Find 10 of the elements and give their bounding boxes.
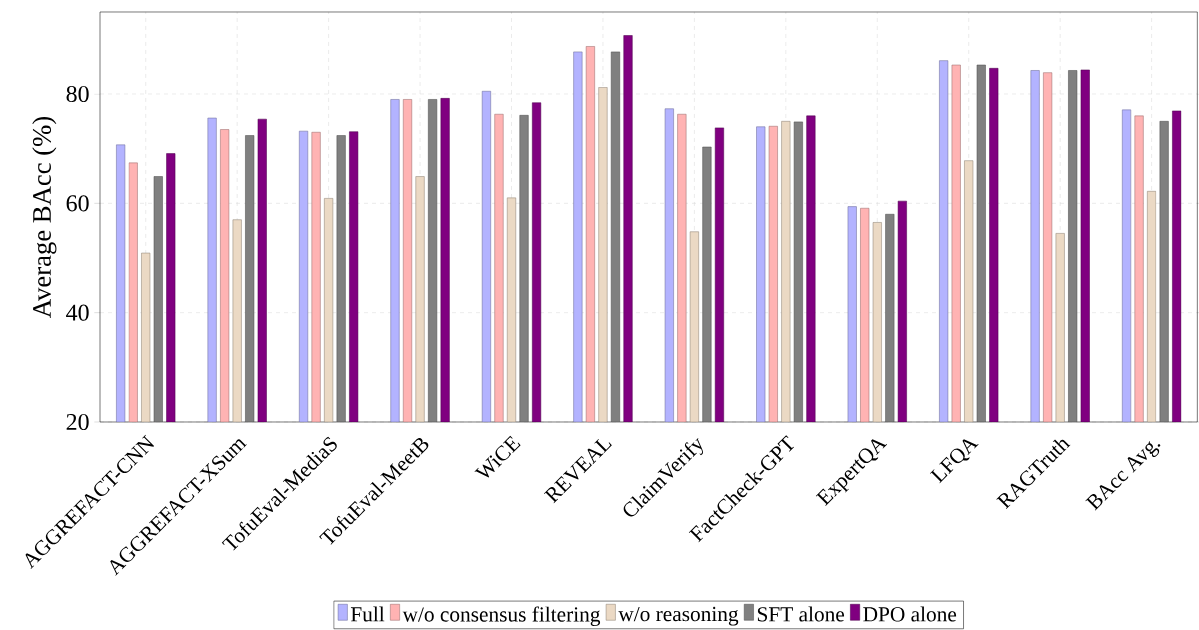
y-tick-label: 20 <box>66 413 89 431</box>
legend-label: w/o consensus filtering <box>402 606 601 627</box>
legend-label: Full <box>350 606 385 622</box>
y-axis-title: Average BAcc (%) <box>32 116 57 318</box>
y-tick-label: 80 <box>66 85 89 103</box>
y-tick-label: 60 <box>66 195 89 212</box>
y-tick-label: 40 <box>66 304 89 321</box>
legend-label: w/o reasoning <box>618 606 739 626</box>
legend-label: DPO alone <box>863 606 957 622</box>
legend-label: SFT alone <box>757 606 845 622</box>
